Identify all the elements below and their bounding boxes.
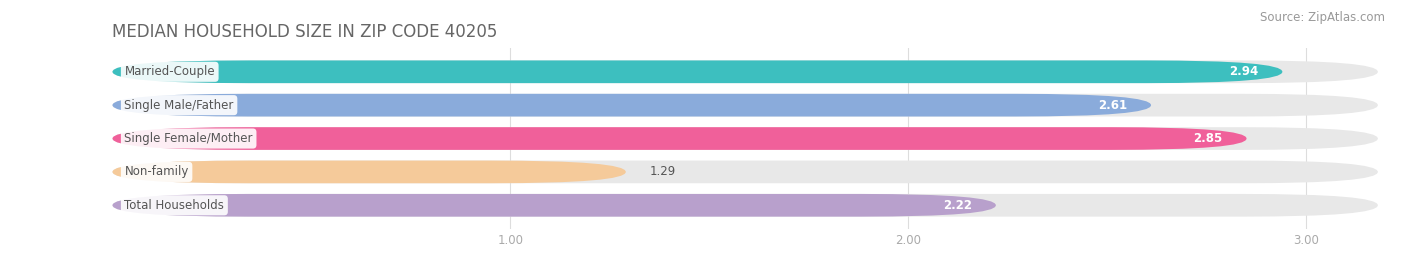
- FancyBboxPatch shape: [112, 127, 1247, 150]
- Text: 2.22: 2.22: [943, 199, 972, 212]
- Text: 2.94: 2.94: [1229, 65, 1258, 78]
- FancyBboxPatch shape: [112, 61, 1378, 83]
- FancyBboxPatch shape: [112, 94, 1152, 116]
- Text: Non-family: Non-family: [124, 165, 188, 178]
- FancyBboxPatch shape: [112, 161, 1378, 183]
- FancyBboxPatch shape: [112, 61, 1282, 83]
- Text: Married-Couple: Married-Couple: [124, 65, 215, 78]
- Text: 2.61: 2.61: [1098, 99, 1128, 112]
- FancyBboxPatch shape: [112, 127, 1378, 150]
- FancyBboxPatch shape: [112, 194, 995, 217]
- FancyBboxPatch shape: [112, 94, 1378, 116]
- FancyBboxPatch shape: [112, 161, 626, 183]
- Text: MEDIAN HOUSEHOLD SIZE IN ZIP CODE 40205: MEDIAN HOUSEHOLD SIZE IN ZIP CODE 40205: [112, 23, 498, 41]
- Text: Single Male/Father: Single Male/Father: [124, 99, 233, 112]
- Text: 2.85: 2.85: [1194, 132, 1223, 145]
- FancyBboxPatch shape: [112, 194, 1378, 217]
- Text: Total Households: Total Households: [124, 199, 225, 212]
- Text: Single Female/Mother: Single Female/Mother: [124, 132, 253, 145]
- Text: Source: ZipAtlas.com: Source: ZipAtlas.com: [1260, 11, 1385, 24]
- Text: 1.29: 1.29: [650, 165, 676, 178]
